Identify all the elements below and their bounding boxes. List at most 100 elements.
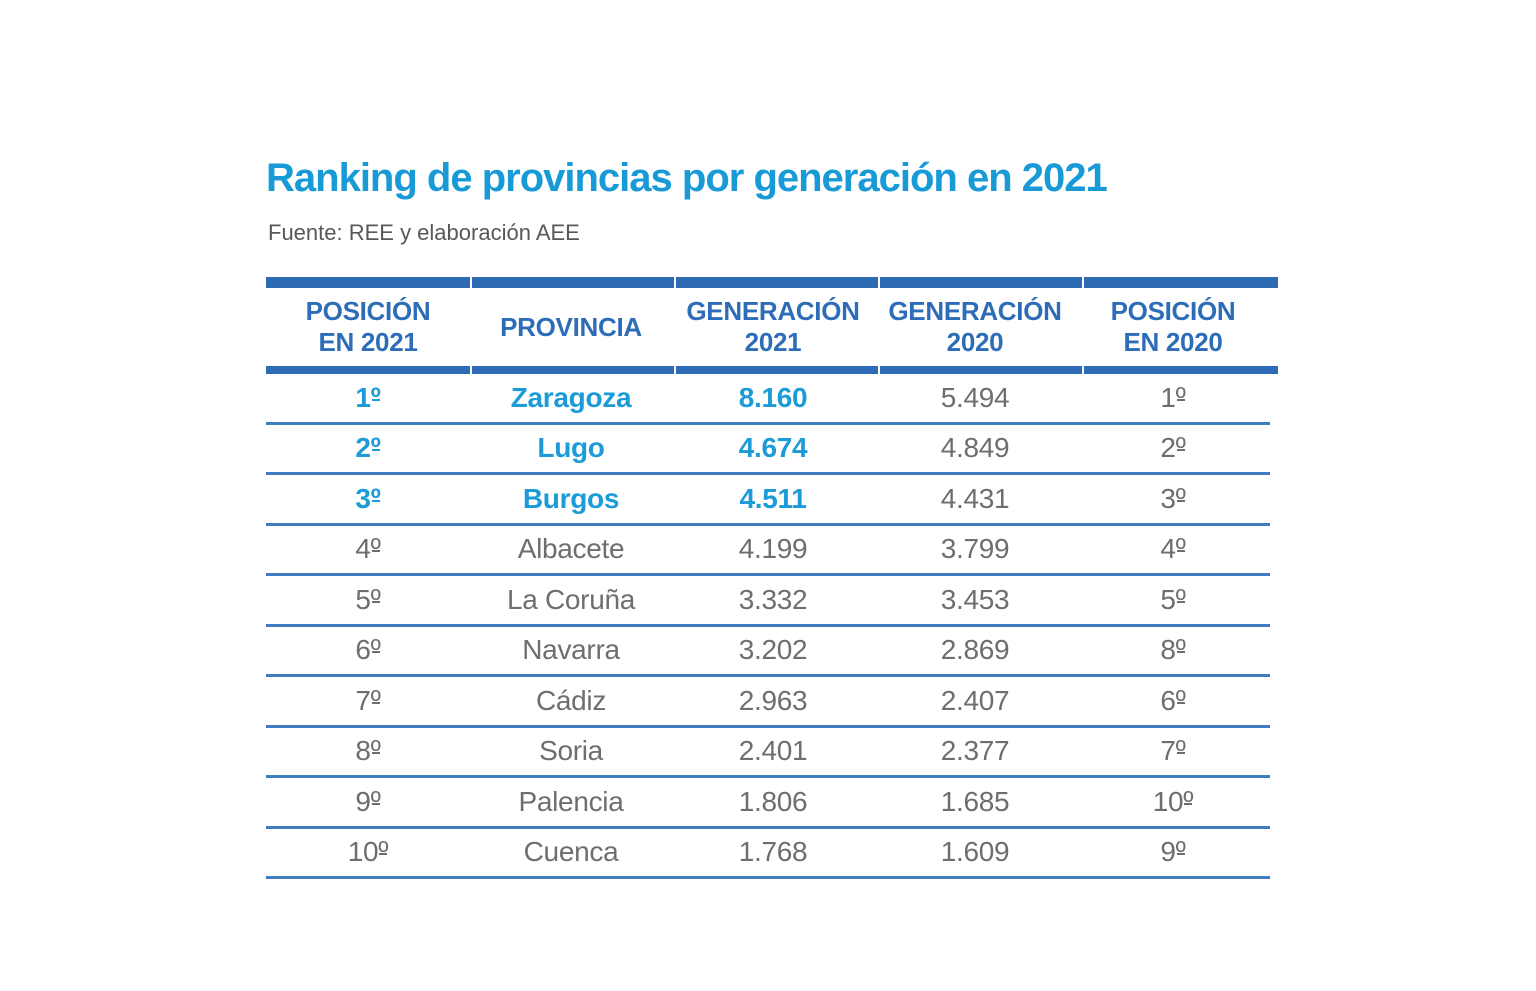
ordinal-indicator: º [370, 381, 381, 413]
cell-gen2020: 2.869 [940, 634, 1010, 666]
ordinal-indicator: º [370, 583, 381, 615]
ordinal-number: 4 [1160, 533, 1176, 565]
ordinal-number: 5 [1160, 583, 1176, 615]
table-row: 3 º Burgos 4.511 4.431 3 º [266, 475, 1270, 526]
ordinal-indicator: º [1175, 432, 1186, 464]
cell-provincia: Navarra [522, 634, 620, 666]
cell-gen2021: 4.199 [738, 533, 808, 565]
table-row: 1 º Zaragoza 8.160 5.494 1 º [266, 374, 1270, 425]
ordinal-indicator: º [370, 482, 381, 514]
cell-pos2020: 10 º [1076, 778, 1270, 826]
cell-gen2020: 5.494 [940, 381, 1010, 413]
ordinal-indicator: º [1175, 735, 1186, 767]
column-header-provincia: PROVINCIA [500, 311, 642, 342]
table-body: 1 º Zaragoza 8.160 5.494 1 º 2 º Lugo 4.674 4.849 2 º… [266, 374, 1270, 879]
ordinal-indicator: º [1175, 381, 1186, 413]
cell-gen2020: 4.849 [940, 432, 1010, 464]
column-header-gen2021: GENERACIÓN 2021 [686, 296, 860, 357]
ordinal-indicator: º [1183, 785, 1194, 817]
table-row: 4 º Albacete 4.199 3.799 4 º [266, 526, 1270, 576]
cell-provincia: Cádiz [535, 684, 607, 716]
bar-segment [1084, 277, 1278, 288]
bar-segment [472, 366, 674, 374]
ordinal-indicator: º [370, 684, 381, 716]
ordinal-number: 2 [1160, 432, 1176, 464]
cell-gen2021: 3.332 [738, 583, 808, 615]
cell-provincia: Albacete [517, 533, 625, 565]
ordinal-indicator: º [1175, 836, 1186, 868]
table-row: 7 º Cádiz 2.963 2.407 6 º [266, 677, 1270, 728]
ordinal-indicator: º [378, 836, 389, 868]
bar-segment [266, 277, 470, 288]
table-header-bottom-bar [266, 366, 1278, 374]
bar-segment [676, 277, 878, 288]
ordinal-number: 3 [355, 482, 371, 514]
ordinal-number: 3 [1160, 482, 1176, 514]
cell-pos2021: 10 º [266, 829, 470, 877]
cell-provincia: Palencia [518, 785, 624, 817]
cell-gen2020: 3.453 [940, 583, 1010, 615]
ordinal-number: 8 [1160, 634, 1176, 666]
ordinal-number: 1 [1160, 381, 1176, 413]
ordinal-number: 7 [1160, 735, 1176, 767]
cell-gen2020: 1.609 [940, 836, 1010, 868]
ordinal-indicator: º [370, 735, 381, 767]
ordinal-indicator: º [370, 634, 381, 666]
ordinal-number: 10 [347, 836, 379, 868]
ordinal-number: 10 [1152, 785, 1184, 817]
bar-segment [472, 277, 674, 288]
ordinal-number: 2 [355, 432, 371, 464]
cell-provincia: Burgos [522, 482, 620, 514]
ordinal-number: 6 [355, 634, 371, 666]
ordinal-number: 5 [355, 583, 371, 615]
ordinal-number: 8 [355, 735, 371, 767]
cell-gen2021: 3.202 [738, 634, 808, 666]
ordinal-indicator: º [370, 533, 381, 565]
table-row: 2 º Lugo 4.674 4.849 2 º [266, 425, 1270, 475]
cell-gen2021: 1.806 [738, 785, 808, 817]
ordinal-indicator: º [1175, 684, 1186, 716]
bar-segment [880, 366, 1082, 374]
page-title: Ranking de provincias por generación en … [266, 156, 1108, 200]
bar-segment [880, 277, 1082, 288]
cell-gen2020: 2.377 [940, 735, 1010, 767]
source-note: Fuente: REE y elaboración AEE [268, 220, 580, 245]
column-header-pos2020: POSICIÓN EN 2020 [1110, 296, 1236, 357]
cell-provincia: La Coruña [506, 583, 636, 615]
ordinal-number: 4 [355, 533, 371, 565]
column-header-gen2020: GENERACIÓN 2020 [888, 296, 1062, 357]
ordinal-indicator: º [370, 785, 381, 817]
ordinal-number: 9 [355, 785, 371, 817]
cell-provincia: Cuenca [523, 836, 619, 868]
ordinal-number: 7 [355, 684, 371, 716]
ordinal-indicator: º [1175, 583, 1186, 615]
table-header-row: POSICIÓN EN 2021 PROVINCIA GENERACIÓN 2021… [266, 288, 1270, 366]
table-row: 5 º La Coruña 3.332 3.453 5 º [266, 576, 1270, 627]
ordinal-indicator: º [370, 432, 381, 464]
table-row: 6 º Navarra 3.202 2.869 8 º [266, 627, 1270, 677]
column-header-pos2021: POSICIÓN EN 2021 [305, 296, 431, 357]
cell-gen2020: 4.431 [940, 482, 1010, 514]
cell-gen2020: 3.799 [940, 533, 1010, 565]
table-top-bar [266, 277, 1278, 288]
cell-gen2021: 4.511 [739, 482, 807, 514]
bar-segment [266, 366, 470, 374]
cell-gen2021: 2.963 [738, 684, 808, 716]
cell-provincia: Lugo [537, 432, 605, 464]
cell-gen2021: 8.160 [738, 381, 808, 413]
